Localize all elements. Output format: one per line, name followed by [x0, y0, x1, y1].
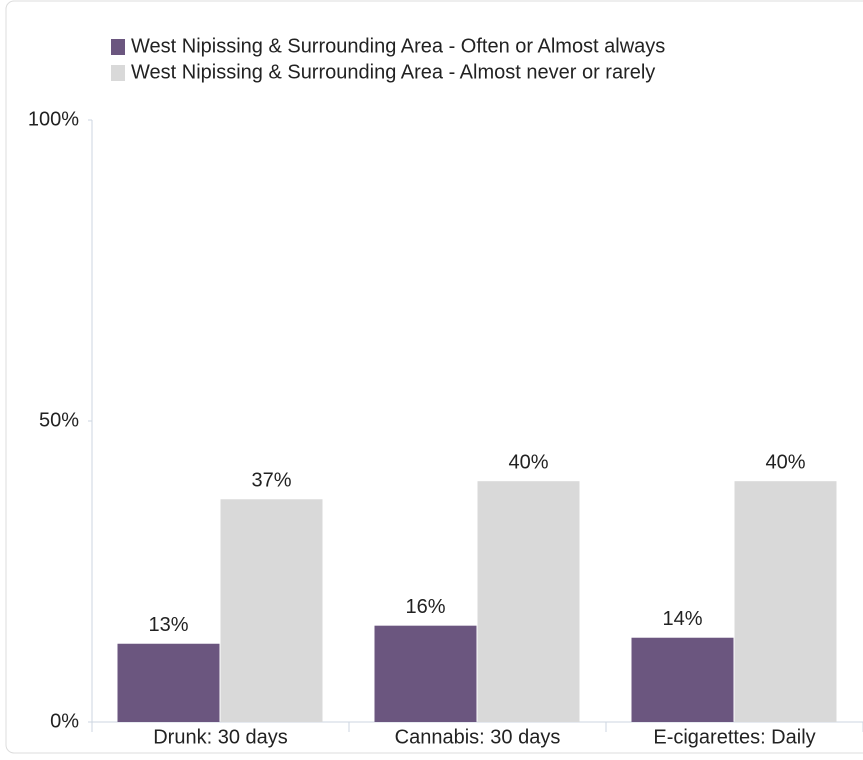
bar [117, 643, 220, 722]
bar [374, 625, 477, 722]
value-label: 40% [765, 451, 805, 473]
bar [220, 499, 323, 722]
legend-label: West Nipissing & Surrounding Area - Ofte… [131, 35, 665, 57]
x-tick-label: Drunk: 30 days [153, 726, 288, 748]
y-tick-label: 0% [50, 710, 79, 732]
y-tick-label: 50% [39, 409, 79, 431]
bar [631, 637, 734, 722]
x-tick-label: E-cigarettes: Daily [653, 726, 815, 748]
bar [477, 481, 580, 722]
legend-label: West Nipissing & Surrounding Area - Almo… [131, 61, 655, 83]
legend-swatch [111, 65, 125, 81]
value-label: 16% [405, 596, 445, 618]
value-label: 37% [251, 470, 291, 492]
y-tick-label: 100% [28, 108, 79, 130]
value-label: 40% [508, 451, 548, 473]
bar [734, 481, 837, 722]
frame [5, 0, 863, 754]
legend-swatch [111, 39, 125, 55]
value-label: 13% [148, 614, 188, 636]
x-tick-label: Cannabis: 30 days [395, 726, 561, 748]
value-label: 14% [662, 608, 702, 630]
